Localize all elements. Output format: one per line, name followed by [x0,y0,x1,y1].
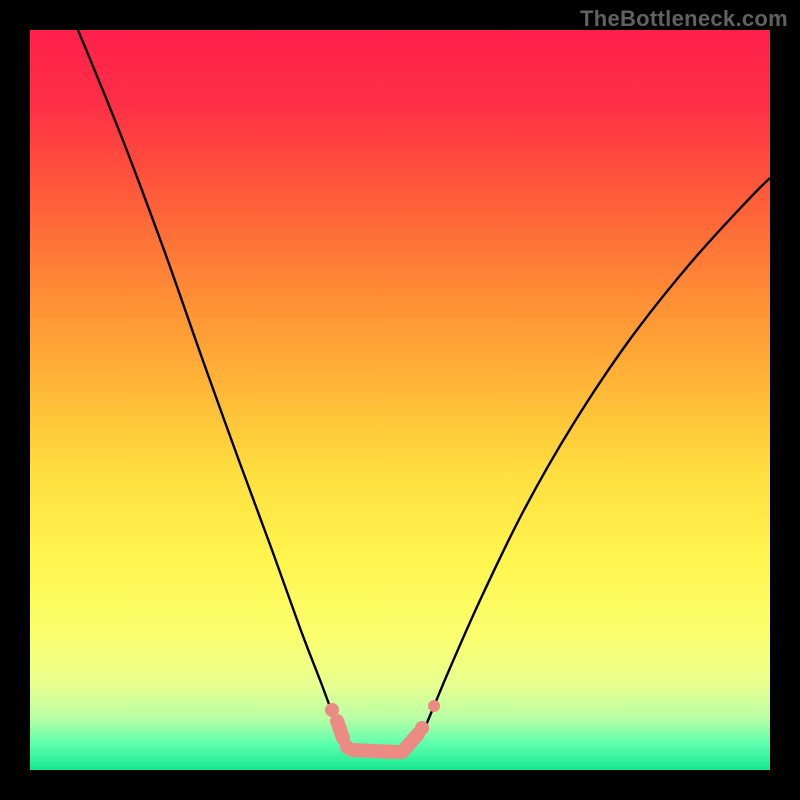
bottom-glyphs [325,700,440,759]
watermark-label: TheBottleneck.com [580,6,788,32]
right-curve [424,178,770,730]
plot-area [30,30,770,770]
left-curve [78,30,340,730]
curve-layer [30,30,770,770]
